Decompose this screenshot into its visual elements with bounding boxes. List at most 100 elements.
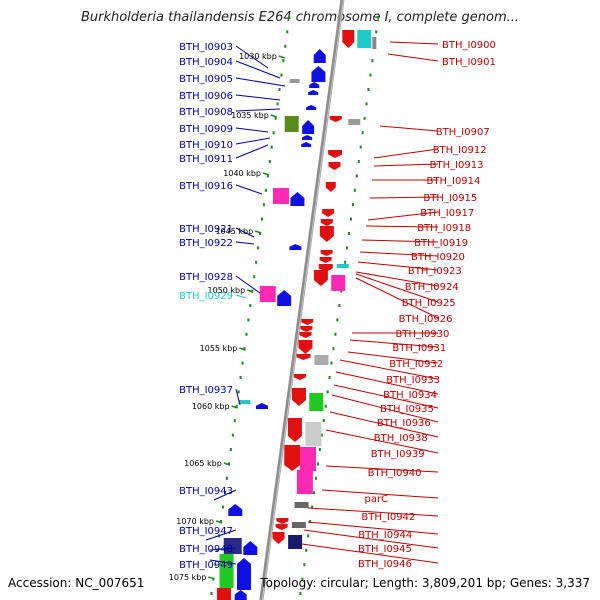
- forward-gene-arrow[interactable]: [228, 504, 243, 516]
- reverse-gene-arrow[interactable]: [319, 226, 334, 242]
- gene-feature[interactable]: [238, 400, 251, 404]
- reverse-gene-arrow[interactable]: [275, 524, 288, 530]
- gene-feature[interactable]: [305, 422, 322, 446]
- right-gene-label[interactable]: BTH_I0920: [411, 252, 465, 263]
- reverse-gene-arrow[interactable]: [284, 445, 301, 471]
- reverse-gene-arrow[interactable]: [299, 332, 312, 338]
- reverse-gene-arrow[interactable]: [320, 219, 333, 226]
- forward-gene-arrow[interactable]: [234, 590, 247, 600]
- right-gene-label[interactable]: BTH_I0931: [392, 343, 446, 354]
- gene-feature[interactable]: [331, 275, 346, 291]
- forward-gene-arrow[interactable]: [237, 558, 252, 590]
- left-gene-label[interactable]: BTH_I0929: [179, 291, 233, 302]
- left-gene-label[interactable]: BTH_I0904: [179, 57, 233, 68]
- reverse-gene-arrow[interactable]: [291, 388, 306, 406]
- reverse-gene-arrow[interactable]: [313, 270, 328, 286]
- forward-gene-arrow[interactable]: [302, 120, 315, 134]
- gene-feature[interactable]: [336, 264, 349, 268]
- forward-gene-arrow[interactable]: [313, 49, 326, 63]
- right-gene-label[interactable]: BTH_I0938: [374, 433, 428, 444]
- right-gene-label[interactable]: BTH_I0913: [430, 160, 484, 171]
- forward-gene-arrow[interactable]: [289, 244, 302, 250]
- right-gene-label[interactable]: BTH_I0901: [442, 57, 496, 68]
- left-gene-label[interactable]: BTH_I0908: [179, 107, 233, 118]
- reverse-gene-arrow[interactable]: [319, 257, 332, 263]
- right-gene-label[interactable]: parC: [365, 494, 389, 505]
- right-gene-label[interactable]: BTH_I0917: [420, 208, 474, 219]
- left-gene-label[interactable]: BTH_I0916: [179, 181, 233, 192]
- right-gene-label[interactable]: BTH_I0932: [389, 359, 443, 370]
- right-gene-label[interactable]: BTH_I0926: [399, 314, 453, 325]
- reverse-gene-arrow[interactable]: [328, 162, 341, 170]
- gene-feature[interactable]: [284, 116, 299, 132]
- left-gene-label[interactable]: BTH_I0943: [179, 486, 233, 497]
- reverse-gene-arrow[interactable]: [296, 354, 311, 360]
- right-gene-label[interactable]: BTH_I0912: [433, 145, 487, 156]
- right-gene-label[interactable]: BTH_I0934: [383, 390, 437, 401]
- reverse-gene-arrow[interactable]: [325, 182, 336, 192]
- right-gene-label[interactable]: BTH_I0900: [442, 40, 496, 51]
- reverse-gene-arrow[interactable]: [298, 340, 313, 354]
- right-gene-label[interactable]: BTH_I0945: [358, 544, 412, 555]
- right-gene-label[interactable]: BTH_I0914: [427, 176, 481, 187]
- left-gene-label[interactable]: BTH_I0910: [179, 140, 233, 151]
- left-gene-label[interactable]: BTH_I0905: [179, 74, 233, 85]
- gene-feature[interactable]: [314, 355, 329, 365]
- reverse-gene-arrow[interactable]: [342, 30, 355, 48]
- left-gene-label[interactable]: BTH_I0921: [179, 224, 233, 235]
- reverse-gene-arrow[interactable]: [329, 116, 342, 122]
- forward-gene-arrow[interactable]: [290, 192, 305, 206]
- left-gene-label[interactable]: BTH_I0948: [179, 544, 233, 555]
- forward-gene-arrow[interactable]: [301, 142, 312, 147]
- right-gene-label[interactable]: BTH_I0907: [436, 127, 490, 138]
- reverse-gene-arrow[interactable]: [322, 209, 335, 217]
- left-gene-label[interactable]: BTH_I0909: [179, 124, 233, 135]
- forward-gene-arrow[interactable]: [309, 82, 320, 88]
- forward-gene-arrow[interactable]: [255, 403, 268, 409]
- right-gene-label[interactable]: BTH_I0939: [371, 449, 425, 460]
- gene-feature[interactable]: [289, 79, 300, 83]
- reverse-gene-arrow[interactable]: [328, 150, 343, 158]
- reverse-gene-arrow[interactable]: [301, 319, 314, 325]
- right-gene-label[interactable]: BTH_I0918: [417, 223, 471, 234]
- gene-feature[interactable]: [348, 119, 361, 125]
- right-gene-label[interactable]: BTH_I0942: [361, 512, 415, 523]
- left-gene-label[interactable]: BTH_I0947: [179, 526, 233, 537]
- gene-feature[interactable]: [296, 470, 313, 494]
- forward-gene-arrow[interactable]: [311, 66, 326, 82]
- gene-feature[interactable]: [272, 188, 289, 204]
- right-gene-label[interactable]: BTH_I0946: [358, 559, 412, 570]
- right-gene-label[interactable]: BTH_I0930: [396, 329, 450, 340]
- gene-feature[interactable]: [216, 588, 231, 600]
- gene-feature[interactable]: [309, 393, 324, 411]
- forward-gene-arrow[interactable]: [243, 541, 258, 555]
- right-gene-label[interactable]: BTH_I0935: [380, 404, 434, 415]
- right-gene-label[interactable]: BTH_I0933: [386, 375, 440, 386]
- right-gene-label[interactable]: BTH_I0915: [423, 193, 477, 204]
- gene-feature[interactable]: [223, 538, 242, 554]
- right-gene-label[interactable]: BTH_I0940: [368, 468, 422, 479]
- forward-gene-arrow[interactable]: [302, 135, 313, 140]
- gene-feature[interactable]: [259, 286, 276, 302]
- gene-feature[interactable]: [372, 37, 377, 49]
- left-gene-label[interactable]: BTH_I0903: [179, 42, 233, 53]
- right-gene-label[interactable]: BTH_I0923: [408, 266, 462, 277]
- reverse-gene-arrow[interactable]: [272, 532, 285, 544]
- gene-feature[interactable]: [294, 502, 309, 508]
- reverse-gene-arrow[interactable]: [293, 374, 306, 380]
- reverse-gene-arrow[interactable]: [287, 418, 302, 442]
- right-gene-label[interactable]: BTH_I0944: [358, 530, 412, 541]
- right-gene-label[interactable]: BTH_I0924: [405, 282, 459, 293]
- right-gene-label[interactable]: BTH_I0919: [414, 238, 468, 249]
- forward-gene-arrow[interactable]: [308, 90, 319, 95]
- right-gene-label[interactable]: BTH_I0936: [377, 418, 431, 429]
- gene-feature[interactable]: [288, 535, 303, 549]
- reverse-gene-arrow[interactable]: [320, 250, 333, 256]
- forward-gene-arrow[interactable]: [277, 290, 292, 306]
- forward-gene-arrow[interactable]: [306, 105, 317, 110]
- right-gene-label[interactable]: BTH_I0925: [402, 298, 456, 309]
- left-gene-label[interactable]: BTH_I0937: [179, 385, 233, 396]
- left-gene-label[interactable]: BTH_I0949: [179, 560, 233, 571]
- left-gene-label[interactable]: BTH_I0922: [179, 238, 233, 249]
